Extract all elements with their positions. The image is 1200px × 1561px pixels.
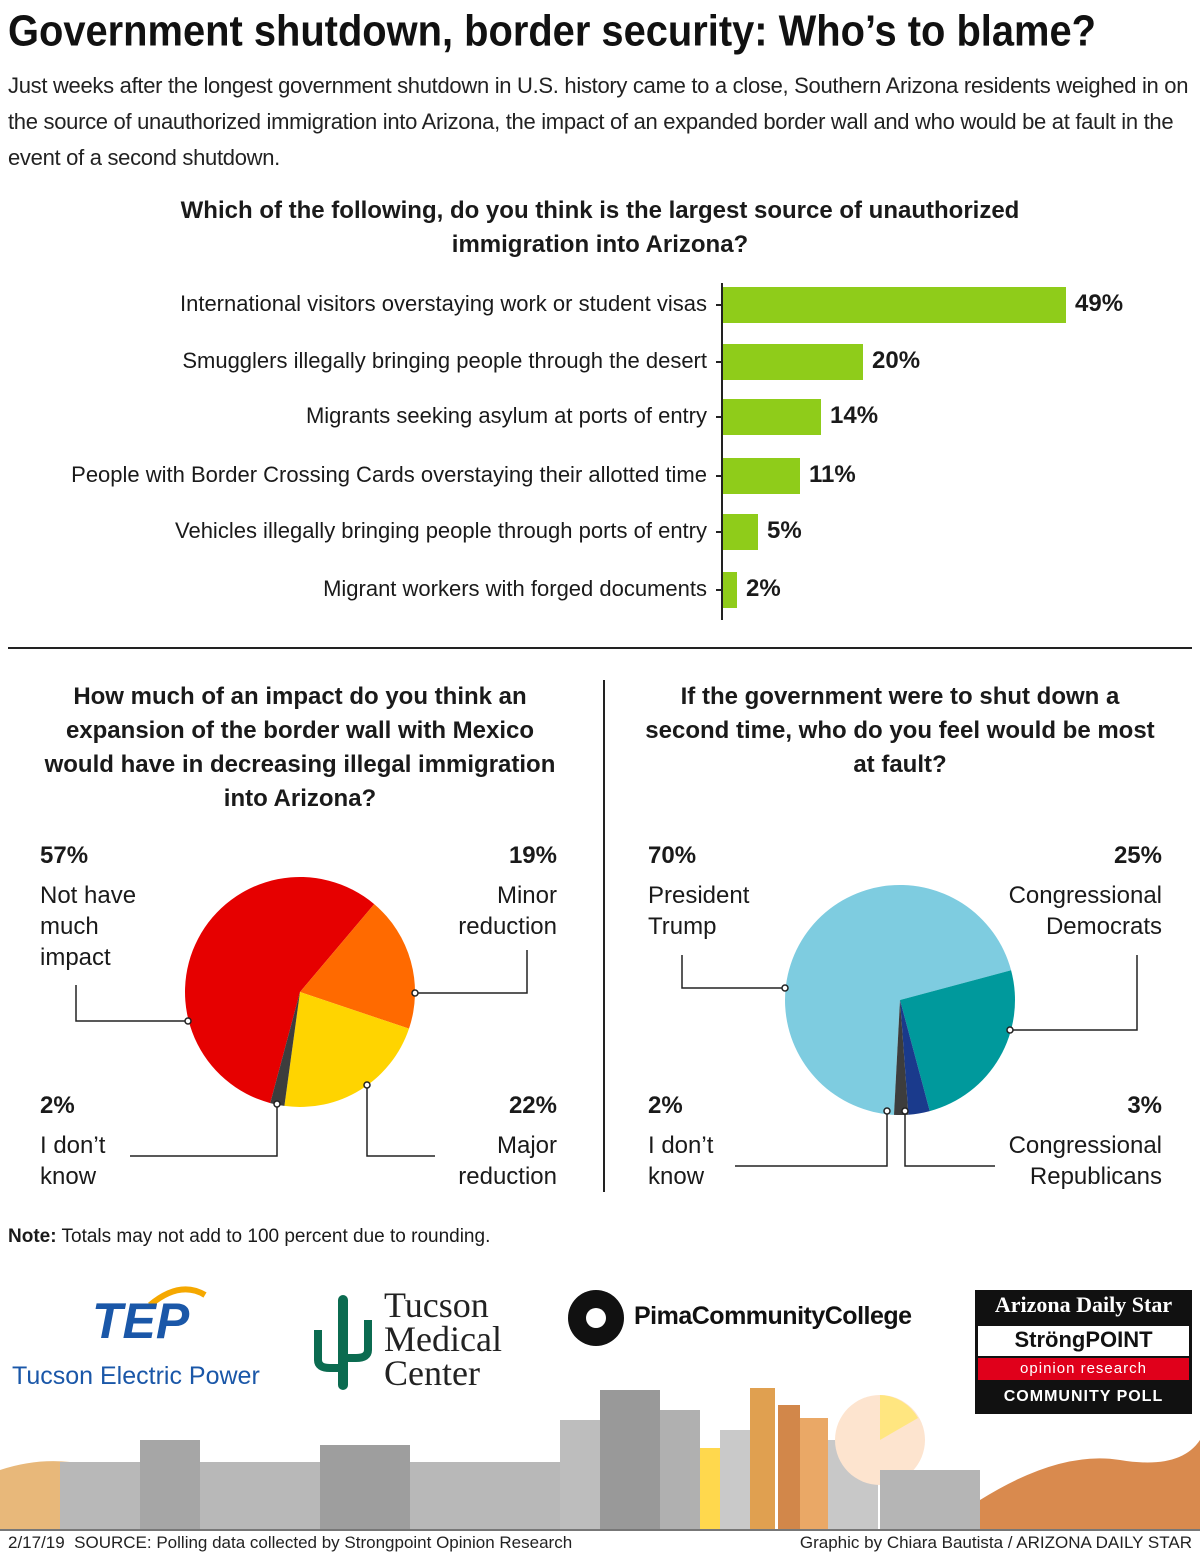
slice-label: President Trump xyxy=(648,882,750,940)
subtitle: Just weeks after the longest government … xyxy=(8,73,1189,170)
slice-value-label: 70% xyxy=(648,842,697,869)
skyline xyxy=(0,1388,1200,1531)
pie-slice xyxy=(270,992,300,1106)
slice-label: Congressional Democrats xyxy=(1008,882,1162,940)
pie-slice xyxy=(284,992,409,1107)
opinion-research: opinion research xyxy=(1020,1360,1147,1377)
category-label: Smugglers illegally bringing people thro… xyxy=(182,348,707,373)
category-label: International visitors overstaying work … xyxy=(179,291,707,316)
leader-dot xyxy=(883,1107,891,1115)
star-name: Arizona Daily Star xyxy=(994,1292,1173,1317)
star-logo xyxy=(978,1358,1189,1380)
slice-label: Minor reduction xyxy=(458,882,557,940)
tep-name: Tucson Electric Power xyxy=(12,1362,260,1390)
leader-dot xyxy=(363,1081,371,1089)
leader-line xyxy=(130,1104,278,1157)
category-label: Vehicles illegally bringing people throu… xyxy=(175,518,707,543)
leader-line xyxy=(735,1111,888,1167)
note-text: Totals may not add to 100 percent due to… xyxy=(61,1226,491,1247)
community-poll: COMMUNITY POLL xyxy=(1003,1388,1164,1405)
category-label: People with Border Crossing Cards overst… xyxy=(71,462,707,487)
pie-slice xyxy=(784,884,1012,1115)
strongpoint: StröngPOINT xyxy=(1014,1327,1153,1352)
slice-value-label: 25% xyxy=(1113,842,1162,869)
slice-value-label: 3% xyxy=(1127,1092,1162,1119)
value-label: 11% xyxy=(809,461,856,488)
bar xyxy=(723,572,737,608)
slice-label: Not have much impact xyxy=(40,882,137,971)
leader-line xyxy=(1010,955,1138,1031)
leader-line xyxy=(904,1111,995,1167)
tmc-logo xyxy=(314,1295,372,1390)
leader-dot xyxy=(901,1107,909,1115)
pie-slice xyxy=(900,1000,930,1115)
value-label: 49% xyxy=(1075,290,1124,317)
leader-dot xyxy=(273,1100,281,1108)
slice-value-label: 2% xyxy=(40,1092,75,1119)
chart-title: Which of the following, do you think is … xyxy=(180,197,1020,258)
slice-value-label: 19% xyxy=(508,842,557,869)
bar xyxy=(723,514,758,550)
pie-slice xyxy=(893,1000,909,1115)
category-label: Migrants seeking asylum at ports of entr… xyxy=(305,403,707,428)
chart-title: How much of an impact do you think an ex… xyxy=(44,683,556,812)
bar xyxy=(723,344,863,380)
pie-slice xyxy=(184,876,375,1104)
bar xyxy=(723,458,800,494)
tmc-name: Tucson Medical Center xyxy=(384,1285,502,1393)
page-title: Government shutdown, border security: Wh… xyxy=(8,7,1096,56)
leader-dot xyxy=(184,1017,192,1025)
slice-label: Major reduction xyxy=(458,1132,557,1190)
category-label: Migrant workers with forged documents xyxy=(323,576,707,601)
slice-label: Congressional Republicans xyxy=(1008,1132,1162,1190)
value-label: 14% xyxy=(830,402,879,429)
note: Note: Totals may not add to 100 percent … xyxy=(8,1226,490,1248)
slice-value-label: 2% xyxy=(648,1092,683,1119)
pie-slice xyxy=(900,970,1015,1112)
footer-source: 2/17/19 SOURCE: Polling data collected b… xyxy=(8,1533,573,1552)
footer-credit: Graphic by Chiara Bautista / ARIZONA DAI… xyxy=(799,1533,1192,1552)
bar xyxy=(723,287,1066,323)
bar xyxy=(723,399,821,435)
leader-line xyxy=(681,955,785,989)
slice-value-label: 57% xyxy=(40,842,89,869)
value-label: 2% xyxy=(746,575,781,602)
pima-logo xyxy=(568,1290,624,1346)
leader-dot xyxy=(1006,1026,1014,1034)
pima-name: PimaCommunityCollege xyxy=(634,1302,912,1330)
star-logo xyxy=(978,1326,1189,1356)
leader-dot xyxy=(411,989,419,997)
pie-slice xyxy=(300,904,415,1029)
slice-label: I don’t know xyxy=(648,1132,714,1190)
slice-value-label: 22% xyxy=(508,1092,557,1119)
value-label: 5% xyxy=(767,517,802,544)
leader-line xyxy=(75,985,188,1022)
chart-title: If the government were to shut down a se… xyxy=(645,683,1155,778)
leader-dot xyxy=(781,984,789,992)
tep-logo xyxy=(148,1286,207,1308)
slice-label: I don’t know xyxy=(40,1132,106,1190)
note-label: Note: xyxy=(8,1226,57,1247)
tep-mark: TEP xyxy=(92,1293,190,1349)
value-label: 20% xyxy=(872,347,921,374)
leader-line xyxy=(366,1085,435,1157)
leader-line xyxy=(415,950,528,994)
